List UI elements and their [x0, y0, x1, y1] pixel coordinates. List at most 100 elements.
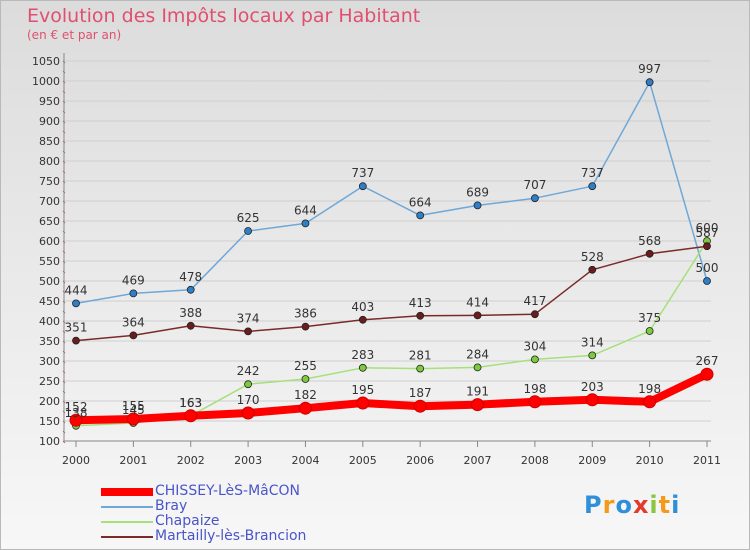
x-tick-label: 2010	[636, 454, 664, 467]
legend-label: Martailly-lès-Brancion	[155, 528, 307, 544]
data-label: 417	[523, 294, 546, 308]
data-label: 737	[351, 166, 374, 180]
y-tick-label: 1000	[32, 75, 60, 88]
y-tick-label: 350	[39, 335, 60, 348]
data-label: 737	[581, 166, 604, 180]
logo-letter: P	[584, 491, 603, 519]
data-point	[186, 285, 195, 294]
x-tick-label: 2000	[62, 454, 90, 467]
data-point	[645, 78, 654, 87]
data-point	[184, 409, 198, 423]
data-label: 388	[179, 306, 202, 320]
data-label: 403	[351, 300, 374, 314]
data-point	[528, 395, 542, 409]
y-tick-label: 600	[39, 235, 60, 248]
data-point	[358, 182, 367, 191]
x-tick-label: 2011	[693, 454, 721, 467]
data-label: 364	[122, 315, 145, 329]
data-point	[416, 364, 425, 373]
data-label: 145	[122, 403, 145, 417]
data-label: 138	[65, 406, 88, 420]
data-point	[413, 399, 427, 413]
data-label: 283	[351, 348, 374, 362]
data-point	[244, 380, 252, 389]
proxiti-logo: Proxiti	[584, 491, 680, 519]
data-label: 414	[466, 295, 489, 309]
data-point	[588, 351, 597, 360]
data-point	[703, 277, 711, 285]
data-label: 163	[179, 396, 202, 410]
data-label: 284	[466, 347, 489, 361]
data-label: 664	[409, 195, 432, 209]
data-label: 191	[466, 385, 489, 399]
data-label: 644	[294, 203, 317, 217]
data-label: 351	[65, 321, 88, 335]
legend-swatch	[101, 536, 153, 538]
data-label: 187	[409, 386, 432, 400]
x-tick-label: 2003	[234, 454, 262, 467]
data-point	[588, 265, 597, 274]
x-tick-label: 2005	[349, 454, 377, 467]
data-point	[244, 327, 252, 336]
data-point	[301, 322, 310, 331]
data-point	[473, 363, 482, 372]
data-point	[416, 211, 425, 220]
y-tick-label: 900	[39, 115, 60, 128]
data-label: 375	[638, 311, 661, 325]
data-label: 386	[294, 307, 317, 321]
data-point	[531, 355, 539, 364]
data-label: 203	[581, 380, 604, 394]
series-line-3	[75, 245, 708, 342]
legend-label: CHISSEY-LèS-MâCON	[155, 483, 301, 499]
data-point	[129, 331, 138, 340]
data-label: 155	[122, 399, 145, 413]
data-point	[473, 311, 482, 320]
data-label: 163	[179, 396, 202, 410]
x-tick-label: 2009	[578, 454, 606, 467]
x-tick-label: 2001	[119, 454, 147, 467]
data-point	[645, 327, 654, 335]
y-tick-label: 800	[39, 155, 60, 168]
y-tick-label: 100	[39, 435, 60, 448]
data-point	[298, 401, 312, 415]
data-label: 478	[179, 270, 202, 284]
data-point	[531, 310, 539, 319]
data-point	[358, 315, 367, 324]
data-label: 689	[466, 185, 489, 199]
data-label: 170	[237, 393, 260, 407]
data-point	[700, 367, 714, 381]
y-axis-tick	[62, 440, 66, 444]
data-label: 625	[237, 211, 260, 225]
y-tick-label: 750	[39, 175, 60, 188]
y-tick-label: 250	[39, 375, 60, 388]
data-point	[241, 406, 255, 420]
legend-label: Chapaize	[155, 513, 220, 529]
data-point	[358, 363, 367, 372]
data-point	[126, 412, 140, 426]
data-point	[473, 201, 482, 210]
series-line-1	[75, 81, 708, 305]
x-tick-label: 2007	[464, 454, 492, 467]
data-point	[585, 393, 599, 407]
data-point	[588, 182, 597, 191]
x-tick-label: 2006	[406, 454, 434, 467]
logo-letter: x	[632, 491, 650, 519]
data-label: 707	[523, 178, 546, 192]
data-label: 281	[409, 349, 432, 363]
data-label: 528	[581, 250, 604, 264]
data-point	[471, 398, 485, 412]
data-label: 198	[638, 382, 661, 396]
y-tick-label: 850	[39, 135, 60, 148]
data-label: 997	[638, 62, 661, 76]
data-label: 182	[294, 388, 317, 402]
y-tick-label: 650	[39, 215, 60, 228]
y-tick-label: 550	[39, 255, 60, 268]
logo-letter: o	[615, 491, 633, 519]
data-point	[531, 194, 539, 203]
y-tick-label: 150	[39, 415, 60, 428]
data-point	[645, 249, 654, 258]
data-point	[301, 375, 310, 383]
data-label: 374	[237, 311, 260, 325]
